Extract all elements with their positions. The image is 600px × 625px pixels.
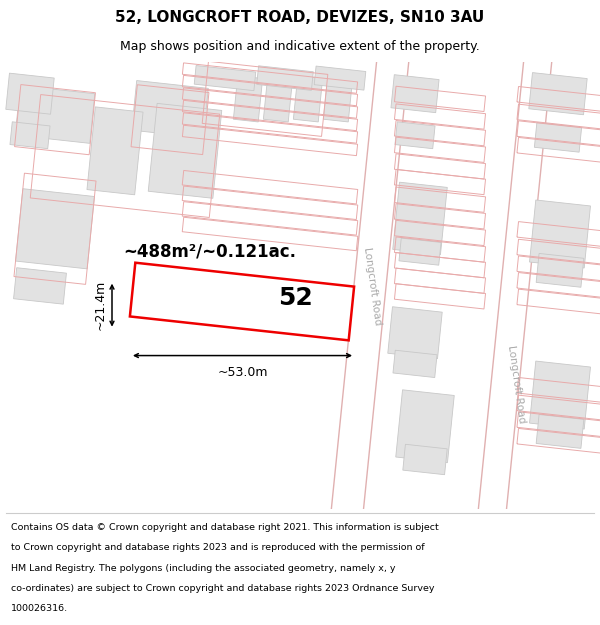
Bar — [394, 169, 485, 194]
Text: 100026316.: 100026316. — [11, 604, 68, 613]
Bar — [14, 173, 96, 284]
Text: Map shows position and indicative extent of the property.: Map shows position and indicative extent… — [120, 41, 480, 53]
Bar — [293, 76, 323, 122]
Bar — [14, 84, 95, 155]
Bar — [314, 66, 366, 90]
Bar — [535, 122, 581, 152]
Bar — [517, 412, 600, 436]
Bar — [194, 66, 256, 91]
Bar — [517, 86, 600, 111]
Bar — [394, 237, 485, 262]
Bar — [517, 121, 600, 146]
Bar — [182, 88, 358, 118]
Text: ~488m²/~0.121ac.: ~488m²/~0.121ac. — [124, 242, 296, 261]
Bar — [517, 104, 600, 129]
Bar — [182, 171, 358, 204]
Bar — [16, 189, 94, 269]
Text: co-ordinates) are subject to Crown copyright and database rights 2023 Ordnance S: co-ordinates) are subject to Crown copyr… — [11, 584, 434, 593]
Bar — [530, 361, 590, 429]
Bar — [517, 239, 600, 264]
Text: 52: 52 — [278, 286, 313, 311]
Text: Contains OS data © Crown copyright and database right 2021. This information is : Contains OS data © Crown copyright and d… — [11, 523, 439, 532]
Bar — [131, 81, 208, 138]
Bar — [14, 268, 67, 304]
Bar — [517, 222, 600, 246]
Bar — [182, 100, 358, 131]
Bar — [15, 86, 95, 143]
Bar — [263, 76, 293, 122]
Text: ~21.4m: ~21.4m — [94, 280, 107, 330]
Bar — [394, 220, 485, 246]
Bar — [202, 61, 328, 136]
Bar — [536, 414, 584, 448]
Text: HM Land Registry. The polygons (including the associated geometry, namely x, y: HM Land Registry. The polygons (includin… — [11, 564, 395, 572]
Bar — [182, 63, 358, 93]
Bar — [391, 75, 439, 112]
Bar — [475, 26, 555, 546]
Bar — [87, 107, 143, 195]
Bar — [323, 76, 353, 122]
Bar — [394, 268, 485, 293]
Text: to Crown copyright and database rights 2023 and is reproduced with the permissio: to Crown copyright and database rights 2… — [11, 544, 424, 552]
Text: Longcroft Road: Longcroft Road — [506, 345, 526, 424]
Bar — [517, 378, 600, 402]
Bar — [529, 72, 587, 115]
Bar — [182, 125, 358, 156]
Bar — [517, 272, 600, 298]
Bar — [388, 307, 442, 359]
Bar — [394, 253, 485, 278]
Bar — [30, 94, 220, 218]
Text: ~53.0m: ~53.0m — [217, 366, 268, 379]
Bar — [394, 104, 485, 129]
Bar — [517, 428, 600, 453]
Bar — [394, 137, 485, 162]
Bar — [530, 200, 590, 268]
Bar — [394, 284, 485, 309]
Bar — [399, 238, 441, 265]
Text: Longcroft Road: Longcroft Road — [362, 246, 382, 326]
Bar — [394, 86, 485, 111]
Bar — [182, 76, 358, 106]
Bar — [517, 395, 600, 420]
Bar — [182, 112, 358, 143]
Bar — [182, 217, 358, 251]
Bar — [130, 262, 354, 341]
Bar — [393, 350, 437, 378]
Bar — [394, 187, 485, 213]
Bar — [517, 289, 600, 314]
Bar — [394, 121, 485, 146]
Bar — [395, 122, 435, 149]
Bar — [182, 202, 358, 235]
Bar — [396, 390, 454, 462]
Bar — [10, 122, 50, 149]
Bar — [6, 73, 54, 114]
Bar — [328, 26, 412, 546]
Bar — [182, 186, 358, 219]
Bar — [394, 204, 485, 229]
Bar — [233, 76, 263, 122]
Bar — [517, 138, 600, 162]
Bar — [517, 256, 600, 281]
Bar — [393, 182, 447, 254]
Bar — [403, 444, 447, 475]
Bar — [257, 66, 313, 91]
Bar — [131, 85, 209, 154]
Bar — [394, 154, 485, 179]
Bar — [148, 103, 222, 198]
Text: 52, LONGCROFT ROAD, DEVIZES, SN10 3AU: 52, LONGCROFT ROAD, DEVIZES, SN10 3AU — [115, 10, 485, 25]
Bar — [536, 253, 584, 288]
